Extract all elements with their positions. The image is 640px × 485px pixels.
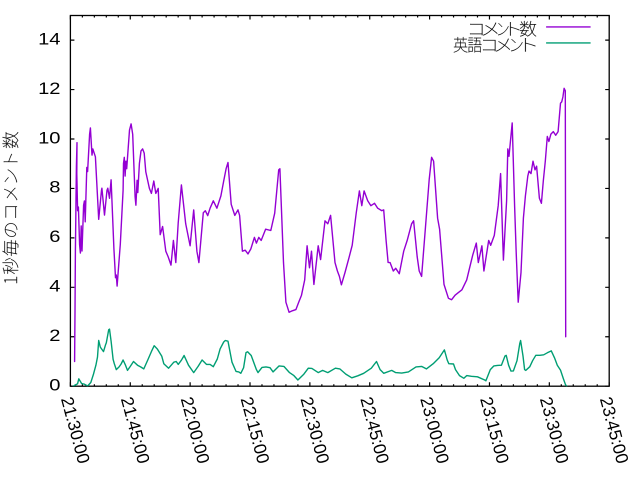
svg-text:2: 2 [49, 326, 60, 345]
svg-text:4: 4 [49, 276, 60, 295]
svg-text:8: 8 [49, 177, 60, 196]
svg-text:6: 6 [49, 227, 60, 246]
svg-text:0: 0 [49, 375, 60, 394]
svg-text:12: 12 [38, 79, 60, 98]
svg-text:14: 14 [38, 29, 60, 48]
svg-text:10: 10 [38, 128, 60, 147]
